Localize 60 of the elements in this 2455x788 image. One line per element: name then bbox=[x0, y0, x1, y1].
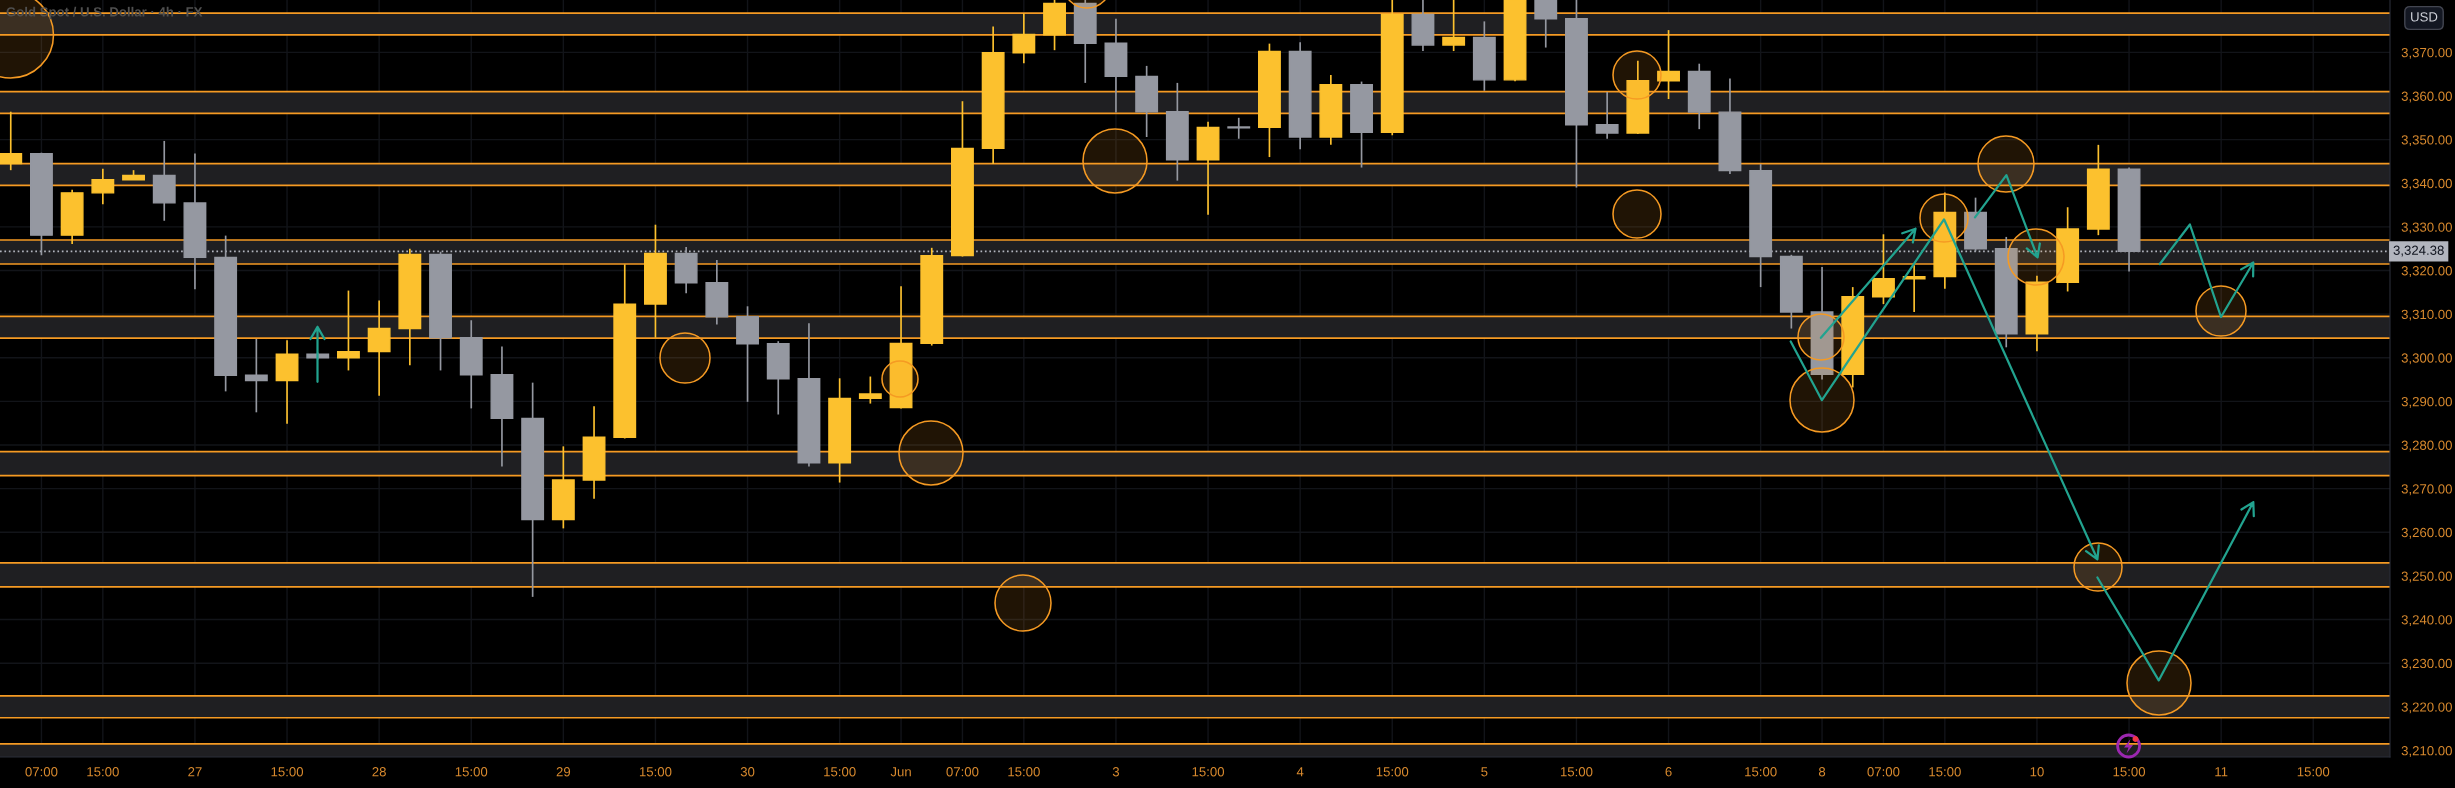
y-tick-label: 3,340.00 bbox=[2401, 178, 2452, 190]
y-tick-label: 3,360.00 bbox=[2401, 91, 2452, 103]
y-tick-label: 3,300.00 bbox=[2401, 353, 2452, 365]
candlestick bbox=[1657, 29, 1680, 100]
x-tick-label: 07:00 bbox=[25, 767, 58, 777]
x-tick-label: 6 bbox=[1665, 767, 1672, 777]
y-tick-label: 3,320.00 bbox=[2401, 266, 2452, 277]
x-tick-label: 30 bbox=[740, 767, 755, 777]
x-tick-label: 10 bbox=[2030, 767, 2044, 777]
x-tick-label: 29 bbox=[556, 767, 571, 777]
x-tick-label: 15:00 bbox=[1745, 767, 1777, 777]
x-tick-label: 15:00 bbox=[2297, 767, 2330, 777]
y-tick-label: 3,270.00 bbox=[2401, 484, 2452, 496]
y-tick-label: 3,260.00 bbox=[2401, 527, 2452, 539]
y-tick-label: 3,290.00 bbox=[2401, 396, 2452, 408]
y-tick-label: 3,230.00 bbox=[2401, 658, 2452, 670]
ref-line-label: 3,324.38 bbox=[2393, 245, 2444, 257]
x-tick-label: 15:00 bbox=[455, 767, 488, 777]
y-tick-label: 3,240.00 bbox=[2401, 615, 2452, 627]
candlestick bbox=[1595, 91, 1619, 140]
x-tick-label: 07:00 bbox=[946, 767, 979, 777]
x-tick-label: 07:00 bbox=[1867, 767, 1900, 777]
x-tick-label: 28 bbox=[372, 767, 386, 777]
candlestick bbox=[858, 375, 882, 405]
x-tick-label: 15:00 bbox=[824, 767, 856, 777]
x-tick-label: 15:00 bbox=[271, 767, 304, 777]
y-tick-label: 3,280.00 bbox=[2401, 440, 2452, 452]
x-tick-label: 8 bbox=[1818, 767, 1826, 777]
candlestick bbox=[244, 338, 268, 414]
x-tick-label: 15:00 bbox=[1192, 767, 1225, 777]
x-tick-label: 27 bbox=[188, 767, 202, 777]
candlestick bbox=[91, 168, 115, 206]
x-tick-label: 3 bbox=[1112, 767, 1120, 777]
candlestick bbox=[1012, 12, 1036, 65]
y-tick-label: 3,210.00 bbox=[2401, 746, 2452, 757]
x-tick-label: 4 bbox=[1296, 767, 1304, 777]
text: USD bbox=[2411, 12, 2438, 22]
y-tick-label: 3,350.00 bbox=[2401, 135, 2452, 147]
y-tick-label: 3,220.00 bbox=[2401, 702, 2452, 714]
candlestick bbox=[1534, 0, 1558, 49]
x-tick-label: Jun bbox=[890, 767, 911, 777]
x-tick-label: 15:00 bbox=[639, 767, 672, 777]
y-tick-label: 3,250.00 bbox=[2401, 571, 2452, 583]
candlestick bbox=[0, 110, 23, 171]
x-tick-label: 15:00 bbox=[2113, 767, 2146, 777]
candlestick bbox=[367, 299, 391, 397]
candlestick bbox=[1227, 116, 1251, 140]
x-tick-label: 15:00 bbox=[87, 767, 119, 777]
x-tick-label: 15:00 bbox=[1929, 767, 1961, 777]
y-tick-label: 3,310.00 bbox=[2401, 309, 2452, 321]
candlestick bbox=[1872, 233, 1895, 305]
x-tick-label: 15:00 bbox=[1376, 767, 1409, 777]
x-tick-label: 15:00 bbox=[1008, 767, 1040, 777]
x-tick-label: 5 bbox=[1481, 767, 1488, 777]
candlestick bbox=[1442, 0, 1466, 52]
x-tick-label: 11 bbox=[2215, 767, 2228, 777]
y-tick-label: 3,370.00 bbox=[2401, 47, 2452, 59]
candlestick bbox=[337, 289, 360, 372]
y-tick-label: 3,330.00 bbox=[2401, 222, 2452, 234]
x-tick-label: 15:00 bbox=[1560, 767, 1593, 777]
